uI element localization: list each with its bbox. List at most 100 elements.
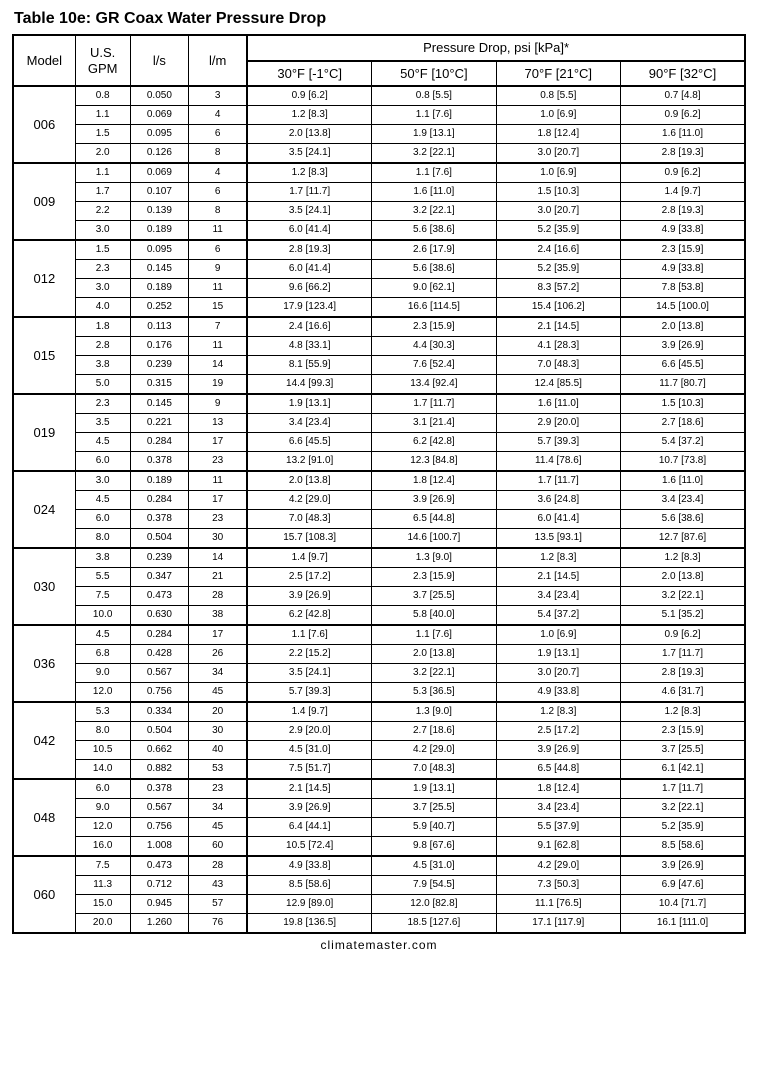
cell-gpm: 12.0 (75, 818, 130, 837)
cell-p70: 1.6 [11.0] (496, 394, 620, 414)
cell-p30: 6.0 [41.4] (247, 221, 371, 241)
cell-ls: 0.378 (130, 779, 189, 799)
cell-gpm: 5.0 (75, 375, 130, 395)
cell-ls: 0.176 (130, 337, 189, 356)
cell-p70: 9.1 [62.8] (496, 837, 620, 857)
cell-lm: 23 (189, 510, 248, 529)
cell-p50: 7.0 [48.3] (372, 760, 496, 780)
cell-lm: 15 (189, 298, 248, 318)
cell-p50: 5.9 [40.7] (372, 818, 496, 837)
table-body: 0060.80.05030.9 [6.2]0.8 [5.5]0.8 [5.5]0… (13, 86, 745, 933)
cell-p30: 1.4 [9.7] (247, 548, 371, 568)
cell-lm: 8 (189, 144, 248, 164)
cell-ls: 0.095 (130, 240, 189, 260)
cell-lm: 11 (189, 337, 248, 356)
table-row: 14.00.882537.5 [51.7]7.0 [48.3]6.5 [44.8… (13, 760, 745, 780)
cell-lm: 45 (189, 818, 248, 837)
cell-gpm: 0.8 (75, 86, 130, 106)
cell-ls: 0.378 (130, 510, 189, 529)
table-row: 5.50.347212.5 [17.2]2.3 [15.9]2.1 [14.5]… (13, 568, 745, 587)
cell-gpm: 3.0 (75, 471, 130, 491)
table-row: 0060.80.05030.9 [6.2]0.8 [5.5]0.8 [5.5]0… (13, 86, 745, 106)
cell-gpm: 3.0 (75, 279, 130, 298)
cell-lm: 11 (189, 221, 248, 241)
cell-p70: 2.4 [16.6] (496, 240, 620, 260)
cell-lm: 34 (189, 799, 248, 818)
cell-p50: 2.6 [17.9] (372, 240, 496, 260)
cell-p90: 4.9 [33.8] (621, 221, 745, 241)
cell-gpm: 6.8 (75, 645, 130, 664)
cell-p90: 4.6 [31.7] (621, 683, 745, 703)
cell-p90: 10.4 [71.7] (621, 895, 745, 914)
model-cell: 009 (13, 163, 75, 240)
cell-p30: 6.6 [45.5] (247, 433, 371, 452)
cell-gpm: 8.0 (75, 722, 130, 741)
table-row: 0364.50.284171.1 [7.6]1.1 [7.6]1.0 [6.9]… (13, 625, 745, 645)
cell-ls: 0.662 (130, 741, 189, 760)
cell-p90: 1.2 [8.3] (621, 548, 745, 568)
hdr-ls: l/s (130, 35, 189, 86)
cell-p30: 1.1 [7.6] (247, 625, 371, 645)
cell-p50: 2.3 [15.9] (372, 317, 496, 337)
cell-ls: 0.882 (130, 760, 189, 780)
cell-p90: 8.5 [58.6] (621, 837, 745, 857)
cell-gpm: 4.0 (75, 298, 130, 318)
cell-lm: 43 (189, 876, 248, 895)
table-row: 6.00.378237.0 [48.3]6.5 [44.8]6.0 [41.4]… (13, 510, 745, 529)
model-cell: 036 (13, 625, 75, 702)
table-row: 0091.10.06941.2 [8.3]1.1 [7.6]1.0 [6.9]0… (13, 163, 745, 183)
cell-p50: 2.3 [15.9] (372, 568, 496, 587)
cell-p30: 1.2 [8.3] (247, 106, 371, 125)
cell-p90: 5.6 [38.6] (621, 510, 745, 529)
cell-p50: 7.6 [52.4] (372, 356, 496, 375)
cell-p50: 3.9 [26.9] (372, 491, 496, 510)
model-cell: 019 (13, 394, 75, 471)
cell-gpm: 16.0 (75, 837, 130, 857)
cell-p90: 0.7 [4.8] (621, 86, 745, 106)
cell-p50: 1.6 [11.0] (372, 183, 496, 202)
cell-p30: 3.9 [26.9] (247, 799, 371, 818)
cell-lm: 34 (189, 664, 248, 683)
cell-ls: 0.239 (130, 356, 189, 375)
cell-p70: 3.0 [20.7] (496, 144, 620, 164)
table-row: 2.30.14596.0 [41.4]5.6 [38.6]5.2 [35.9]4… (13, 260, 745, 279)
cell-p70: 11.4 [78.6] (496, 452, 620, 472)
cell-p90: 3.9 [26.9] (621, 856, 745, 876)
cell-p50: 1.1 [7.6] (372, 106, 496, 125)
cell-lm: 6 (189, 240, 248, 260)
cell-p30: 3.5 [24.1] (247, 664, 371, 683)
cell-ls: 0.145 (130, 260, 189, 279)
cell-ls: 0.284 (130, 433, 189, 452)
cell-ls: 0.756 (130, 818, 189, 837)
cell-p90: 2.3 [15.9] (621, 722, 745, 741)
cell-p50: 1.7 [11.7] (372, 394, 496, 414)
cell-p70: 2.9 [20.0] (496, 414, 620, 433)
cell-ls: 0.189 (130, 221, 189, 241)
cell-p90: 2.8 [19.3] (621, 144, 745, 164)
cell-gpm: 10.5 (75, 741, 130, 760)
table-row: 9.00.567343.9 [26.9]3.7 [25.5]3.4 [23.4]… (13, 799, 745, 818)
cell-p30: 4.8 [33.1] (247, 337, 371, 356)
cell-lm: 7 (189, 317, 248, 337)
cell-p90: 14.5 [100.0] (621, 298, 745, 318)
cell-p70: 13.5 [93.1] (496, 529, 620, 549)
cell-p70: 12.4 [85.5] (496, 375, 620, 395)
cell-lm: 4 (189, 163, 248, 183)
cell-lm: 57 (189, 895, 248, 914)
cell-p70: 11.1 [76.5] (496, 895, 620, 914)
cell-ls: 0.189 (130, 471, 189, 491)
cell-p70: 4.1 [28.3] (496, 337, 620, 356)
table-row: 5.00.3151914.4 [99.3]13.4 [92.4]12.4 [85… (13, 375, 745, 395)
cell-lm: 23 (189, 452, 248, 472)
cell-p30: 4.9 [33.8] (247, 856, 371, 876)
cell-p50: 1.1 [7.6] (372, 625, 496, 645)
cell-p70: 5.2 [35.9] (496, 260, 620, 279)
cell-gpm: 3.0 (75, 221, 130, 241)
table-row: 3.00.189116.0 [41.4]5.6 [38.6]5.2 [35.9]… (13, 221, 745, 241)
cell-p30: 12.9 [89.0] (247, 895, 371, 914)
cell-p30: 6.0 [41.4] (247, 260, 371, 279)
cell-ls: 0.378 (130, 452, 189, 472)
model-cell: 012 (13, 240, 75, 317)
cell-p70: 1.8 [12.4] (496, 779, 620, 799)
cell-p90: 0.9 [6.2] (621, 163, 745, 183)
